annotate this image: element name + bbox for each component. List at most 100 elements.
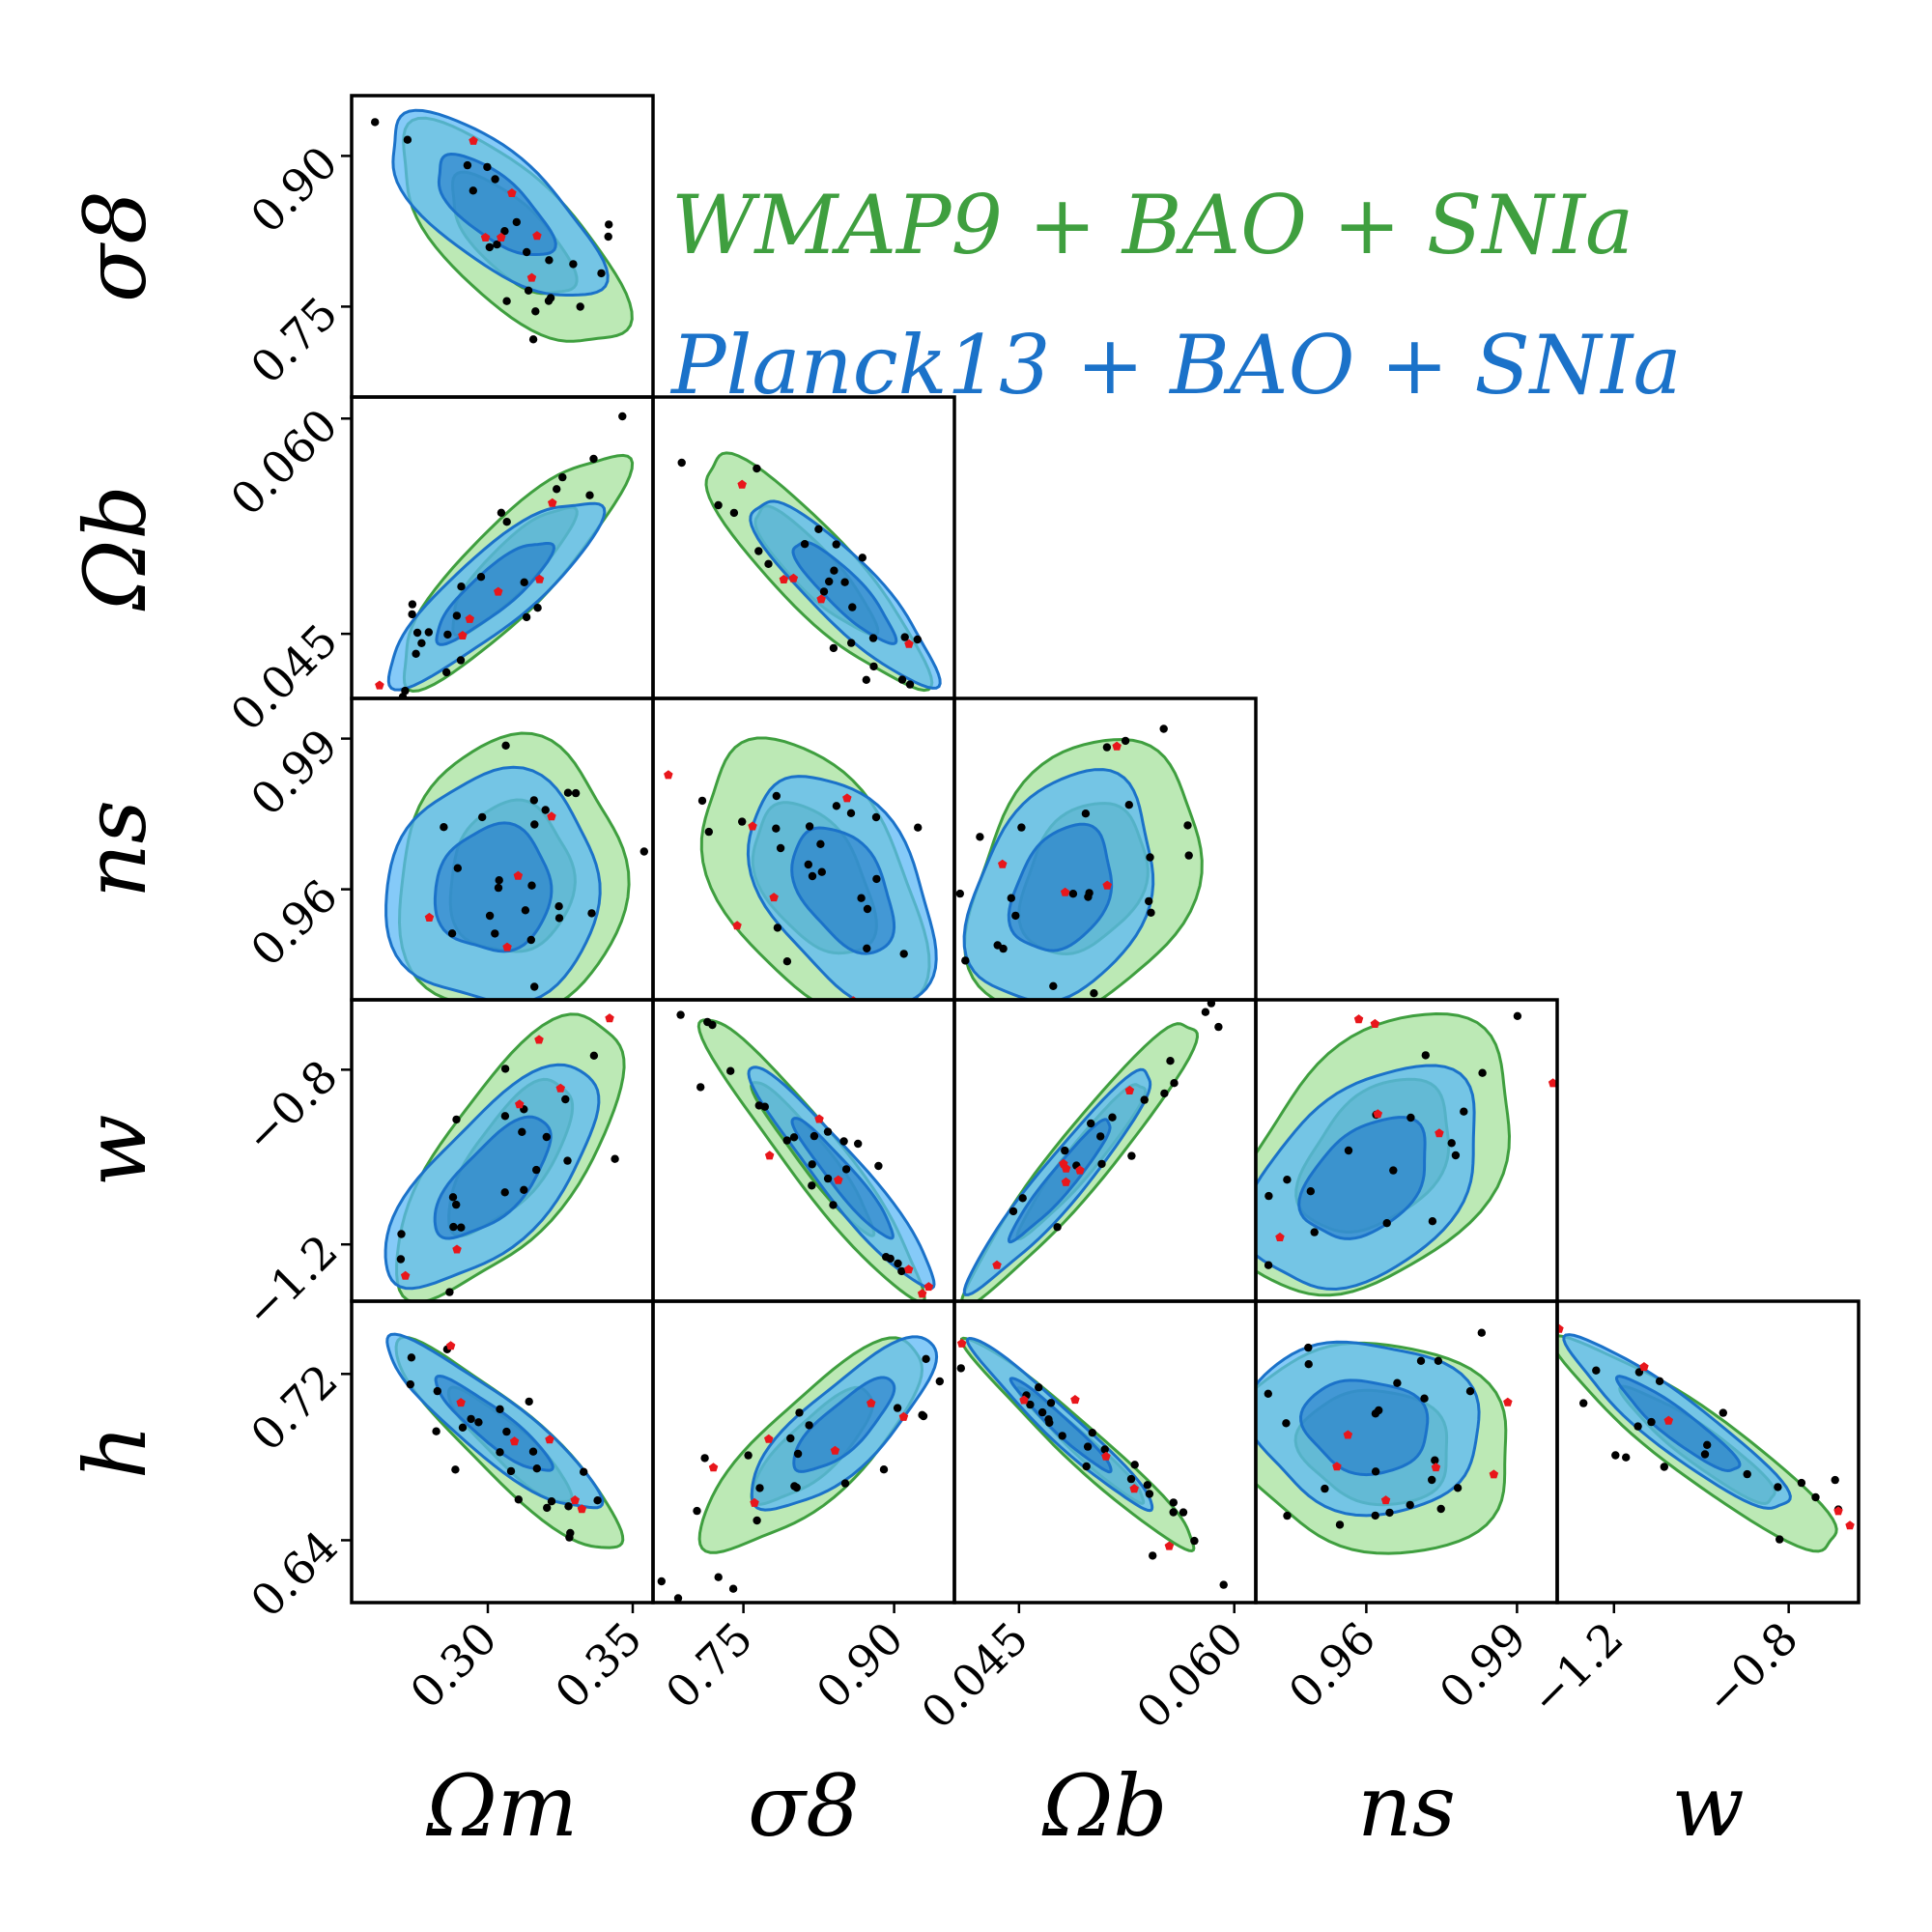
sample-point [804, 860, 812, 869]
x-tick-label: 0.045 [911, 1612, 1037, 1739]
highlight-sample-point [375, 680, 384, 690]
sample-point [525, 1397, 533, 1406]
sample-point [1061, 1146, 1069, 1155]
sample-point [814, 525, 823, 533]
sample-point [456, 656, 466, 665]
sample-point [526, 935, 535, 945]
planck13-contour-1sigma [434, 1374, 554, 1472]
sample-point [805, 822, 814, 831]
sample-point [1406, 1113, 1415, 1122]
sample-point [541, 806, 550, 814]
legend: WMAP9 + BAO + SNIa Planck13 + BAO + SNIa [669, 178, 1682, 412]
sample-point [673, 1594, 683, 1603]
highlight-sample-point [1353, 1014, 1364, 1024]
sample-point [657, 1577, 666, 1586]
highlight-sample-point [1343, 1430, 1353, 1439]
sample-point [521, 906, 530, 915]
sample-point [589, 1051, 599, 1061]
sample-point [518, 1127, 526, 1137]
x-tick-label: −1.2 [1520, 1612, 1633, 1725]
sample-point [564, 1502, 573, 1511]
sample-point [810, 1131, 819, 1141]
sample-point [580, 1467, 588, 1476]
sample-point [458, 1423, 468, 1433]
planck13-contour-1sigma [433, 1115, 553, 1240]
x-tick-label: −0.8 [1694, 1612, 1807, 1725]
sample-point [447, 929, 457, 938]
highlight-sample-point [903, 1264, 914, 1274]
x-tick-label: 0.75 [656, 1612, 763, 1719]
highlight-sample-point [664, 770, 673, 780]
sample-point [1344, 1146, 1353, 1155]
panels [350, 94, 1903, 1621]
sample-point [893, 1404, 902, 1412]
sample-point [934, 1315, 942, 1322]
sample-point [1421, 1051, 1431, 1060]
panel-sigma_8-vs-w [676, 1010, 942, 1322]
sample-point [1460, 1107, 1468, 1116]
sample-point [585, 491, 594, 499]
sample-point [440, 823, 448, 832]
sample-point [553, 485, 561, 494]
sample-point [1505, 1321, 1513, 1329]
sample-point [848, 603, 857, 611]
sample-point [1042, 1004, 1050, 1011]
sample-point [1184, 851, 1193, 860]
highlight-sample-point [779, 575, 789, 583]
sample-point [1264, 1191, 1273, 1201]
sample-point [823, 1174, 833, 1183]
sample-point [497, 508, 506, 517]
sample-point [1264, 1389, 1273, 1399]
highlight-sample-point [666, 852, 675, 861]
y-tick-label: 0.96 [241, 869, 348, 977]
sample-point [839, 1137, 848, 1146]
sample-point [1451, 1151, 1461, 1160]
sample-point [817, 867, 826, 876]
sample-point [1068, 890, 1078, 898]
sample-point [1895, 1525, 1903, 1533]
sample-point [1017, 823, 1026, 832]
sample-point [495, 876, 503, 885]
y-tick-label: −0.8 [235, 1050, 348, 1163]
sample-point [1215, 963, 1223, 971]
sample-point [1146, 853, 1154, 862]
sample-point [452, 611, 462, 620]
x-tick-label: 0.35 [545, 1612, 652, 1719]
sample-point [476, 573, 486, 582]
sample-point [754, 547, 763, 555]
sample-point [1186, 1239, 1194, 1247]
sample-point [397, 1230, 406, 1238]
sample-point [782, 957, 792, 966]
highlight-sample-point [465, 613, 474, 623]
panel-sigma_8-vs-Omega_b [677, 451, 942, 693]
sample-point [1862, 1613, 1870, 1621]
highlight-sample-point [497, 232, 506, 242]
sample-point [744, 1451, 753, 1460]
sample-point [1592, 1366, 1601, 1375]
highlight-sample-point [1101, 1451, 1111, 1461]
sample-point [696, 1083, 705, 1092]
sample-point [790, 1482, 799, 1491]
sample-point [604, 232, 612, 242]
sample-point [879, 1465, 889, 1474]
sample-point [786, 1434, 795, 1443]
sample-point [795, 1408, 804, 1417]
sample-point [1082, 1462, 1091, 1471]
sample-point [840, 578, 849, 586]
sample-point [738, 817, 747, 826]
sample-point [530, 982, 539, 991]
sample-point [1090, 988, 1098, 998]
y-tick-label: −1.2 [235, 1225, 348, 1338]
sample-point [840, 1479, 850, 1488]
highlight-sample-point [526, 272, 537, 282]
sample-point [956, 1364, 965, 1373]
highlight-sample-point [555, 1083, 565, 1093]
sample-point [874, 1161, 883, 1171]
sample-point [605, 220, 613, 229]
highlight-sample-point [577, 1504, 587, 1514]
highlight-sample-point [1075, 1165, 1085, 1175]
sample-point [1306, 1187, 1316, 1196]
sample-point [872, 874, 881, 884]
sample-point [408, 610, 416, 619]
y-tick-label: 0.75 [241, 287, 348, 394]
